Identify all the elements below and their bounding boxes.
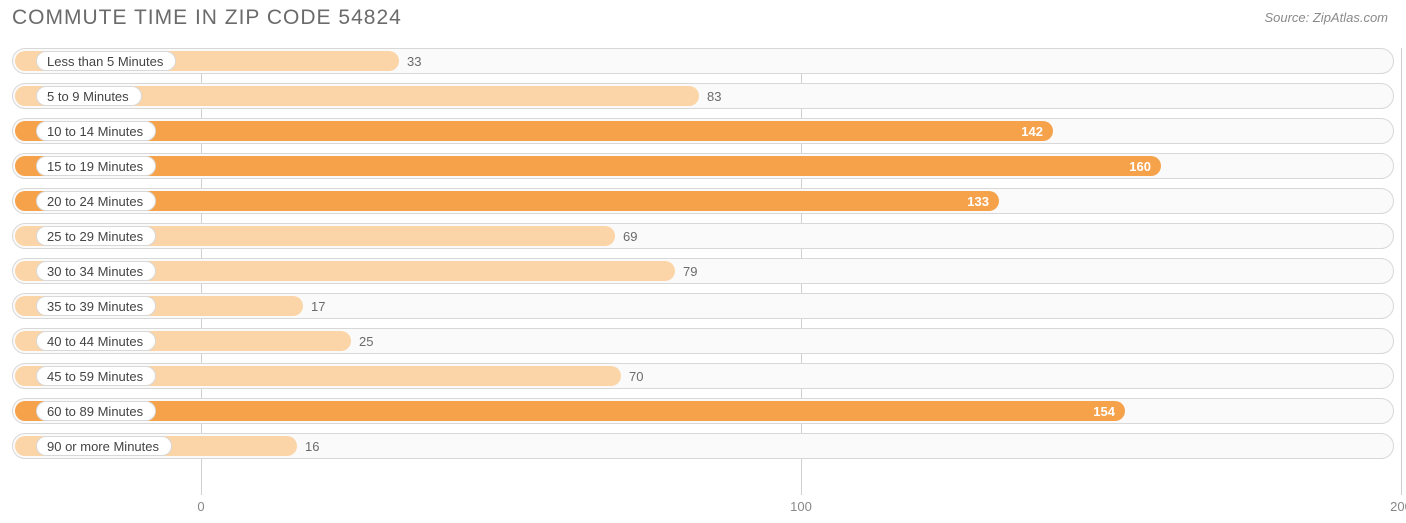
category-label-pill: 40 to 44 Minutes bbox=[36, 331, 156, 351]
category-label-pill: 35 to 39 Minutes bbox=[36, 296, 156, 316]
bar-value-label: 17 bbox=[311, 299, 325, 314]
bar-with-value: 142 bbox=[15, 121, 1053, 141]
gridline bbox=[1401, 48, 1402, 495]
bar-with-value: 160 bbox=[15, 156, 1161, 176]
category-label-pill: 20 to 24 Minutes bbox=[36, 191, 156, 211]
bar-row: 13320 to 24 Minutes bbox=[12, 188, 1394, 214]
category-label-pill: Less than 5 Minutes bbox=[36, 51, 176, 71]
chart-title: COMMUTE TIME IN ZIP CODE 54824 bbox=[12, 6, 402, 30]
x-tick-label: 0 bbox=[197, 499, 204, 514]
category-label-pill: 90 or more Minutes bbox=[36, 436, 172, 456]
bar-row: 15460 to 89 Minutes bbox=[12, 398, 1394, 424]
bar-row: 17 35 to 39 Minutes bbox=[12, 293, 1394, 319]
bar-value-label: 33 bbox=[407, 54, 421, 69]
x-tick-label: 100 bbox=[790, 499, 812, 514]
bar-row: 69 25 to 29 Minutes bbox=[12, 223, 1394, 249]
category-label-pill: 30 to 34 Minutes bbox=[36, 261, 156, 281]
category-label-pill: 45 to 59 Minutes bbox=[36, 366, 156, 386]
source-attribution: Source: ZipAtlas.com bbox=[1264, 6, 1388, 25]
bar-value-label: 69 bbox=[623, 229, 637, 244]
bar-row: 14210 to 14 Minutes bbox=[12, 118, 1394, 144]
bar-value-label: 83 bbox=[707, 89, 721, 104]
category-label-pill: 10 to 14 Minutes bbox=[36, 121, 156, 141]
x-axis: 0100200 bbox=[12, 499, 1394, 517]
category-label-pill: 15 to 19 Minutes bbox=[36, 156, 156, 176]
category-label-pill: 5 to 9 Minutes bbox=[36, 86, 142, 106]
bar-value-label: 70 bbox=[629, 369, 643, 384]
bar-value-label: 79 bbox=[683, 264, 697, 279]
bar-with-value: 133 bbox=[15, 191, 999, 211]
bar-row: 70 45 to 59 Minutes bbox=[12, 363, 1394, 389]
x-tick-label: 200 bbox=[1390, 499, 1406, 514]
bar-row: 83 5 to 9 Minutes bbox=[12, 83, 1394, 109]
bar-value-label: 25 bbox=[359, 334, 373, 349]
chart-plot-area: 33 Less than 5 Minutes 83 5 to 9 Minutes 142… bbox=[12, 48, 1394, 495]
bar-row: 33 Less than 5 Minutes bbox=[12, 48, 1394, 74]
category-label-pill: 25 to 29 Minutes bbox=[36, 226, 156, 246]
category-label-pill: 60 to 89 Minutes bbox=[36, 401, 156, 421]
bar-row: 16015 to 19 Minutes bbox=[12, 153, 1394, 179]
bar-row: 79 30 to 34 Minutes bbox=[12, 258, 1394, 284]
bar-row: 16 90 or more Minutes bbox=[12, 433, 1394, 459]
bar-with-value: 154 bbox=[15, 401, 1125, 421]
bar-row: 25 40 to 44 Minutes bbox=[12, 328, 1394, 354]
bar-value-label: 16 bbox=[305, 439, 319, 454]
